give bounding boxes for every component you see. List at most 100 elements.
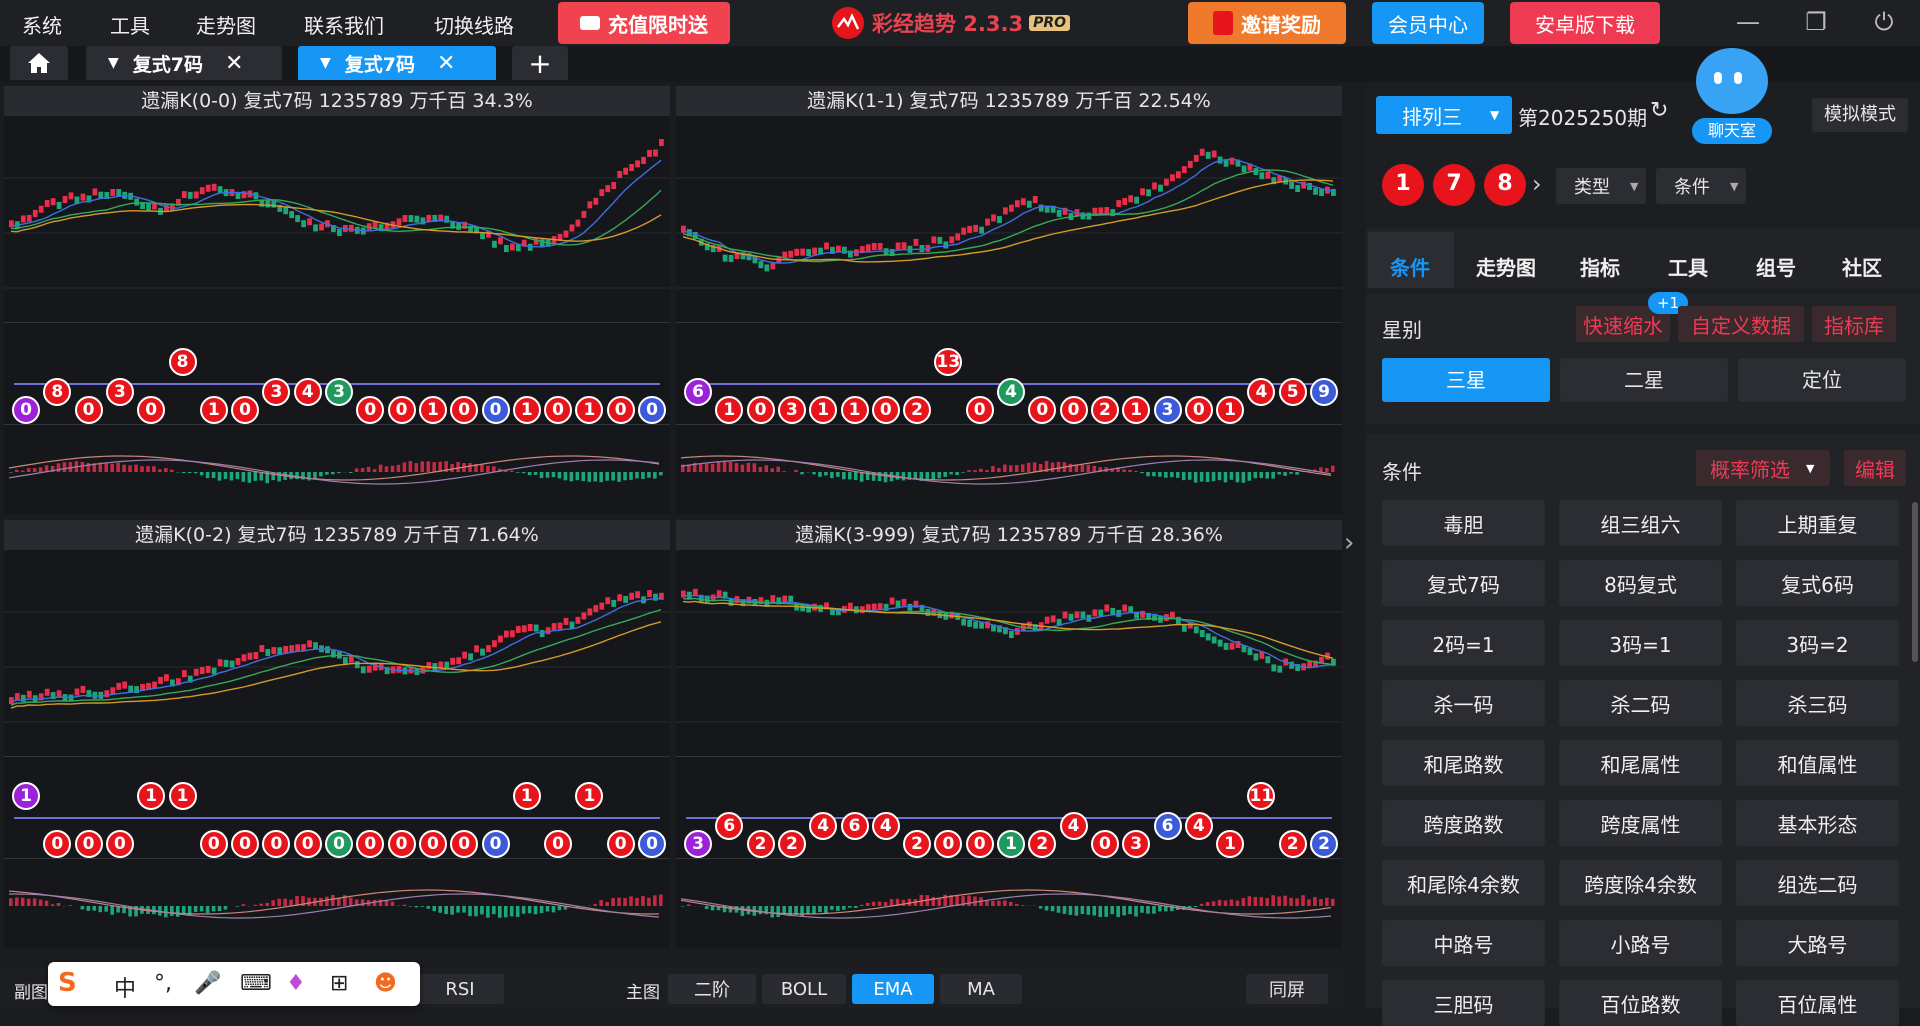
- condition-button[interactable]: 上期重复: [1736, 500, 1899, 546]
- chat-avatar-icon[interactable]: [1692, 48, 1772, 118]
- tab-conditions[interactable]: 条件: [1390, 252, 1430, 281]
- assistant-icon[interactable]: ☻: [374, 971, 397, 996]
- macd-bar: [1319, 899, 1323, 906]
- boll-button[interactable]: BOLL: [762, 974, 846, 1004]
- ime-punctuation-toggle[interactable]: °,: [154, 971, 172, 996]
- condition-button[interactable]: 百位属性: [1736, 980, 1899, 1026]
- type-select[interactable]: 类型 ▼: [1556, 168, 1646, 204]
- condition-button[interactable]: 百位路数: [1559, 980, 1722, 1026]
- macd-bar: [254, 472, 258, 481]
- condition-button[interactable]: 杀一码: [1382, 680, 1545, 726]
- condition-button[interactable]: 复式6码: [1736, 560, 1899, 606]
- refresh-icon[interactable]: ↻: [1650, 98, 1668, 123]
- condition-button[interactable]: 毒胆: [1382, 500, 1545, 546]
- condition-button[interactable]: 跨度属性: [1559, 800, 1722, 846]
- condition-button[interactable]: 和值属性: [1736, 740, 1899, 786]
- candle: [265, 649, 270, 656]
- condition-button[interactable]: 中路号: [1382, 920, 1545, 966]
- menu-trend[interactable]: 走势图: [196, 10, 256, 39]
- condition-select[interactable]: 条件 ▼: [1656, 168, 1746, 204]
- condition-button[interactable]: 和尾除4余数: [1382, 860, 1545, 906]
- tab-fushi7-1[interactable]: ▼ 复式7码 ✕: [86, 46, 282, 80]
- ema-button[interactable]: EMA: [852, 974, 934, 1004]
- member-center-button[interactable]: 会员中心: [1372, 2, 1484, 44]
- close-icon[interactable]: ✕: [437, 51, 455, 76]
- menu-contact[interactable]: 联系我们: [304, 10, 384, 39]
- restore-icon[interactable]: ❐: [1798, 8, 1834, 38]
- condition-button[interactable]: 3码=1: [1559, 620, 1722, 666]
- sim-mode-button[interactable]: 模拟模式: [1812, 98, 1908, 132]
- chevron-right-icon[interactable]: ›: [1532, 170, 1542, 198]
- macd-bar: [337, 472, 341, 473]
- condition-button[interactable]: 复式7码: [1382, 560, 1545, 606]
- star-two-button[interactable]: 二星: [1560, 358, 1728, 402]
- android-download-button[interactable]: 安卓版下载: [1510, 2, 1660, 44]
- candle: [194, 191, 199, 198]
- condition-button[interactable]: 组选二码: [1736, 860, 1899, 906]
- indicator-library-button[interactable]: 指标库: [1812, 306, 1896, 342]
- chat-room-button[interactable]: 聊天室: [1692, 118, 1772, 144]
- tab-indicators[interactable]: 指标: [1580, 252, 1620, 281]
- omission-ball: 0: [638, 396, 666, 424]
- minimize-icon[interactable]: —: [1730, 8, 1766, 38]
- tab-tools[interactable]: 工具: [1668, 252, 1708, 281]
- macd-bar: [711, 464, 715, 472]
- keyboard-icon[interactable]: ⌨: [240, 971, 272, 996]
- menu-switch-line[interactable]: 切换线路: [434, 10, 514, 39]
- condition-button[interactable]: 小路号: [1559, 920, 1722, 966]
- condition-button[interactable]: 跨度除4余数: [1559, 860, 1722, 906]
- candle: [236, 658, 241, 665]
- add-tab-button[interactable]: +: [512, 46, 568, 80]
- same-screen-button[interactable]: 同屏: [1246, 974, 1328, 1004]
- lottery-select[interactable]: 排列三 ▼: [1376, 96, 1512, 134]
- collapse-arrow-icon[interactable]: ›: [1344, 528, 1354, 558]
- ma-button[interactable]: MA: [940, 974, 1022, 1004]
- tab-fushi7-2[interactable]: ▼ 复式7码 ✕: [298, 46, 496, 80]
- toolbox-icon[interactable]: ⊞: [330, 971, 348, 996]
- probability-filter-select[interactable]: 概率筛选 ▼: [1696, 450, 1830, 486]
- candle: [313, 642, 318, 649]
- invite-reward-button[interactable]: 邀请奖励: [1188, 2, 1346, 44]
- microphone-icon[interactable]: 🎤: [194, 971, 221, 996]
- second-order-button[interactable]: 二阶: [668, 974, 756, 1004]
- tab-group[interactable]: 组号: [1756, 252, 1796, 281]
- home-tab[interactable]: [10, 46, 68, 80]
- edit-button[interactable]: 编辑: [1844, 450, 1906, 486]
- skin-icon[interactable]: ♦: [286, 971, 306, 996]
- condition-button[interactable]: 8码复式: [1559, 560, 1722, 606]
- condition-button[interactable]: 杀二码: [1559, 680, 1722, 726]
- condition-button[interactable]: 组三组六: [1559, 500, 1722, 546]
- power-icon[interactable]: ⏻: [1866, 8, 1902, 38]
- condition-button[interactable]: 跨度路数: [1382, 800, 1545, 846]
- scrollbar-thumb[interactable]: [1912, 502, 1918, 662]
- candle: [611, 182, 616, 189]
- candle: [1092, 609, 1097, 616]
- close-icon[interactable]: ✕: [225, 51, 243, 76]
- ime-chinese-toggle[interactable]: 中: [114, 971, 136, 1003]
- candle: [265, 201, 270, 208]
- condition-button[interactable]: 和尾路数: [1382, 740, 1545, 786]
- condition-button[interactable]: 2码=1: [1382, 620, 1545, 666]
- condition-button[interactable]: 杀三码: [1736, 680, 1899, 726]
- condition-button[interactable]: 三胆码: [1382, 980, 1545, 1026]
- sogou-logo-icon[interactable]: S: [58, 968, 77, 998]
- macd-bar: [1015, 904, 1019, 906]
- position-button[interactable]: 定位: [1738, 358, 1906, 402]
- condition-button[interactable]: 和尾属性: [1559, 740, 1722, 786]
- macd-bar: [426, 906, 430, 909]
- k-line-chart: [676, 552, 1342, 757]
- rsi-button[interactable]: RSI: [416, 974, 504, 1004]
- star-three-button[interactable]: 三星: [1382, 358, 1550, 402]
- condition-button[interactable]: 大路号: [1736, 920, 1899, 966]
- candle: [1003, 207, 1008, 214]
- tab-trend[interactable]: 走势图: [1476, 252, 1536, 281]
- tab-community[interactable]: 社区: [1842, 252, 1882, 281]
- recharge-promo-button[interactable]: 充值限时送: [558, 2, 730, 44]
- app-title: 彩经趋势 2.3.3 PRO: [832, 6, 1070, 40]
- condition-button[interactable]: 基本形态: [1736, 800, 1899, 846]
- menu-tools[interactable]: 工具: [110, 10, 150, 39]
- condition-button[interactable]: 3码=2: [1736, 620, 1899, 666]
- custom-data-button[interactable]: 自定义数据: [1678, 306, 1804, 342]
- menu-system[interactable]: 系统: [22, 10, 62, 39]
